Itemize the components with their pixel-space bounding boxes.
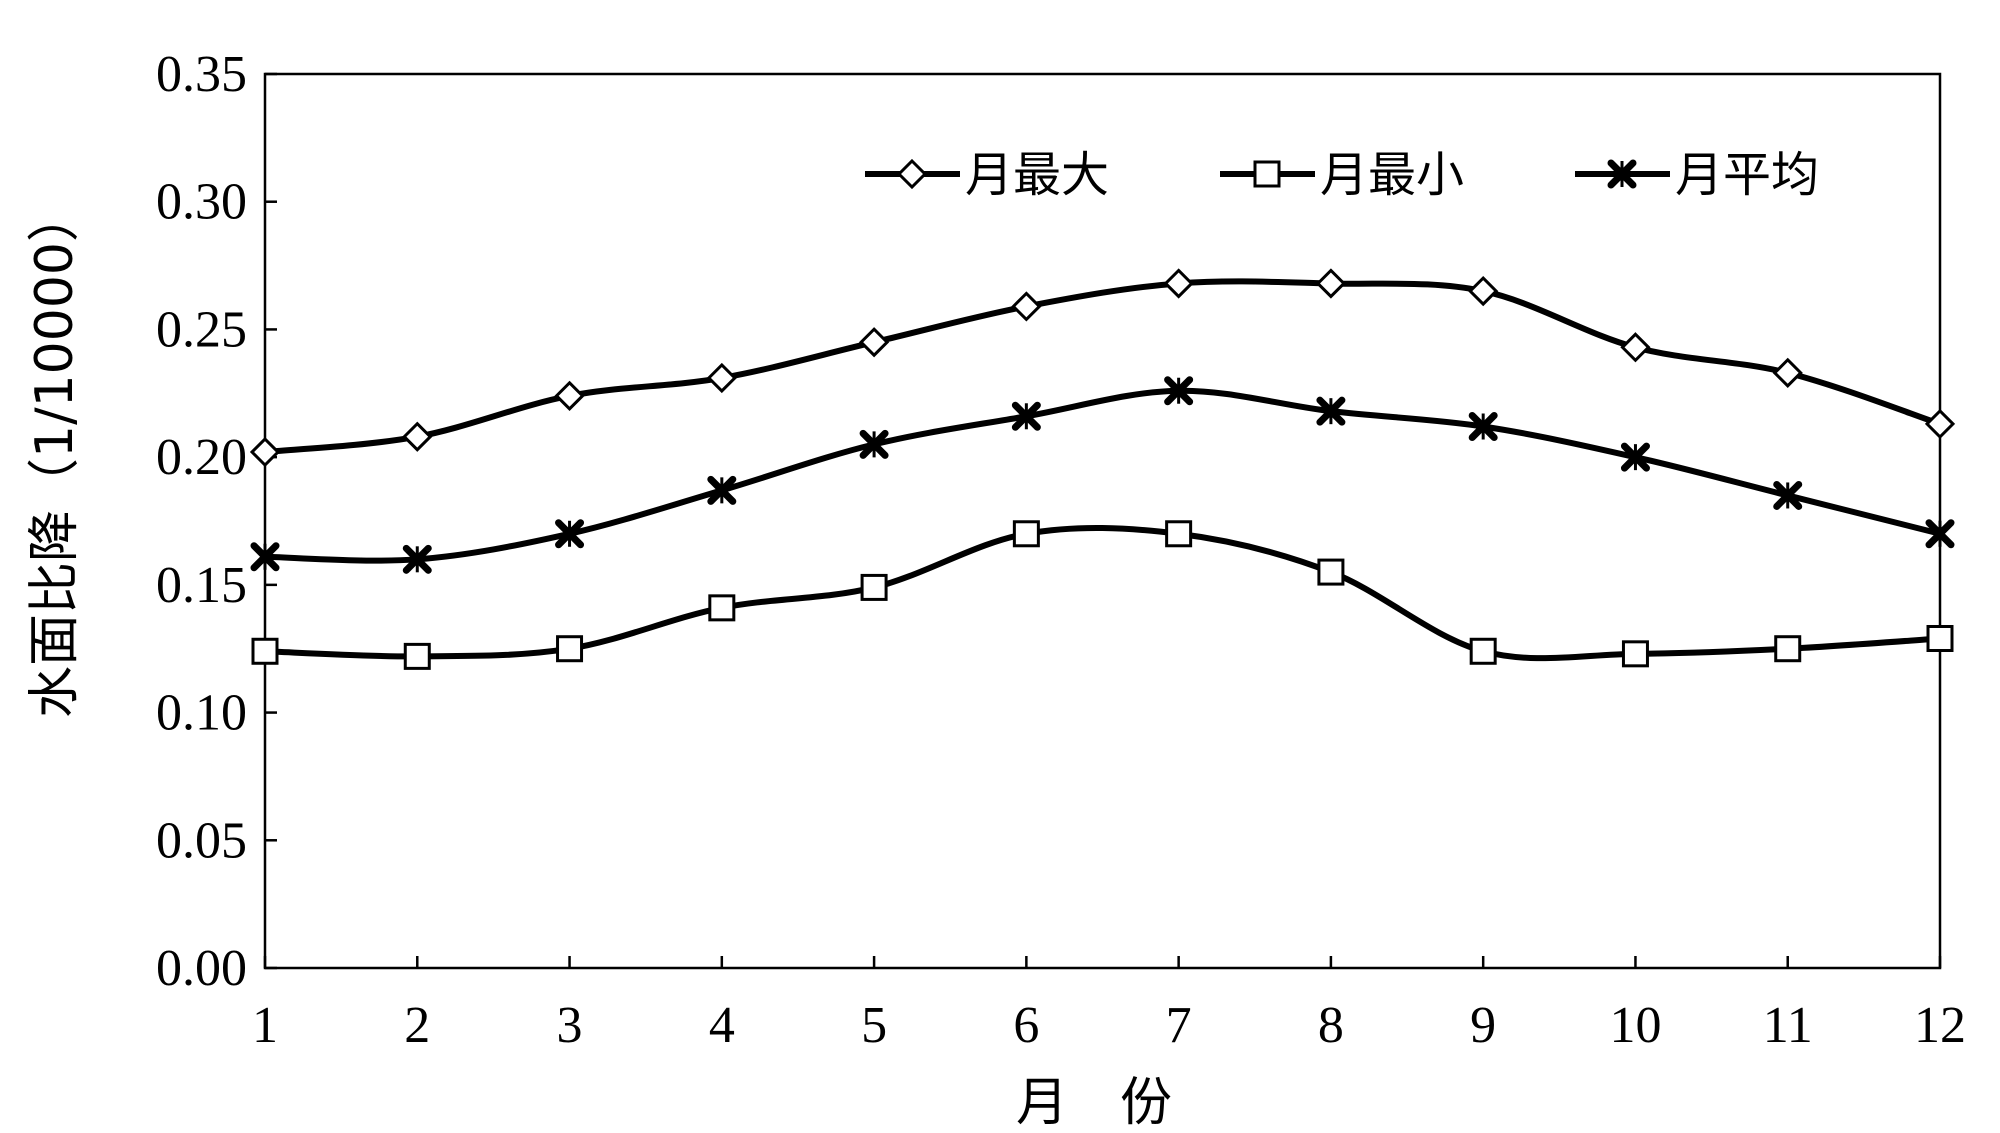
x-tick-label: 9 [1470, 997, 1496, 1054]
data-point-3 [250, 542, 280, 572]
data-point-1 [1315, 268, 1347, 299]
data-point-1 [706, 362, 737, 394]
data-point-1 [249, 436, 281, 468]
data-point-2 [251, 637, 279, 665]
data-point-2 [860, 573, 888, 601]
data-point-2 [708, 594, 736, 622]
data-point-2 [1469, 637, 1497, 665]
y-tick-label: 0.35 [156, 46, 247, 103]
y-tick-label: 0.15 [156, 557, 247, 614]
data-point-2 [403, 642, 431, 670]
legend-label: 月平均 [1675, 147, 1819, 203]
plot-frame [263, 72, 1942, 970]
data-point-3 [859, 429, 889, 459]
series-line-2 [264, 524, 1941, 662]
x-tick-label: 12 [1914, 997, 1966, 1054]
data-point-3 [1164, 376, 1194, 406]
data-point-2 [1774, 635, 1802, 663]
data-point-2 [1317, 558, 1345, 586]
data-point-3 [555, 519, 585, 549]
y-tick-label: 0.25 [156, 301, 247, 358]
data-point-3 [402, 544, 432, 574]
data-point-1 [402, 421, 433, 452]
y-axis-title: 水面比降（1/10000） [25, 190, 85, 718]
x-tick-label: 8 [1318, 997, 1344, 1054]
x-tick-label: 5 [861, 997, 887, 1054]
x-tick-label: 4 [709, 997, 735, 1054]
data-point-1 [1011, 291, 1042, 322]
data-point-3 [1773, 480, 1803, 510]
data-point-3 [1316, 396, 1346, 426]
x-tick-label: 2 [404, 997, 430, 1054]
plot-area: 0.000.050.100.150.200.250.300.351 2 3 4 5 6 7 8… [156, 46, 1966, 1054]
x-tick-label: 3 [557, 997, 583, 1054]
legend-item-3: 月平均 [1575, 147, 1819, 203]
data-point-3 [1620, 442, 1650, 472]
data-point-2 [1012, 520, 1040, 548]
data-point-1 [554, 380, 585, 411]
data-point-3 [707, 475, 737, 505]
data-point-1 [1163, 268, 1194, 299]
legend-label: 月最大 [965, 147, 1109, 203]
data-point-2 [1165, 520, 1193, 548]
y-tick-label: 0.00 [156, 940, 247, 997]
series-line-3 [264, 387, 1941, 564]
data-point-1 [1620, 332, 1651, 363]
data-point-1 [1772, 357, 1803, 388]
x-tick-label: 11 [1763, 997, 1813, 1054]
data-point-3 [1468, 411, 1498, 441]
data-point-2 [1926, 624, 1954, 652]
legend-label: 月最小 [1320, 147, 1464, 203]
y-tick-label: 0.05 [156, 812, 247, 869]
data-point-2 [1621, 640, 1649, 668]
data-point-1 [858, 327, 890, 358]
x-tick-label: 7 [1166, 997, 1192, 1054]
y-tick-label: 0.20 [156, 429, 247, 486]
x-tick-label: 10 [1609, 997, 1661, 1054]
data-point-1 [1924, 408, 1956, 440]
data-point-3 [1925, 519, 1955, 549]
x-tick-label: 6 [1013, 997, 1039, 1054]
data-point-1 [1468, 275, 1499, 307]
y-tick-label: 0.30 [156, 174, 247, 231]
legend-item-1: 月最大 [865, 147, 1109, 203]
legend-item-2: 月最小 [1220, 147, 1464, 203]
series-line-1 [264, 278, 1941, 456]
data-point-2 [556, 635, 584, 663]
x-axis-title: 月 份 [1016, 1073, 1172, 1133]
legend-marker [1253, 160, 1281, 188]
y-tick-label: 0.10 [156, 685, 247, 742]
data-point-3 [1011, 401, 1041, 431]
legend-marker [896, 158, 928, 190]
legend-marker [1607, 159, 1637, 189]
x-tick-label: 1 [252, 997, 278, 1054]
